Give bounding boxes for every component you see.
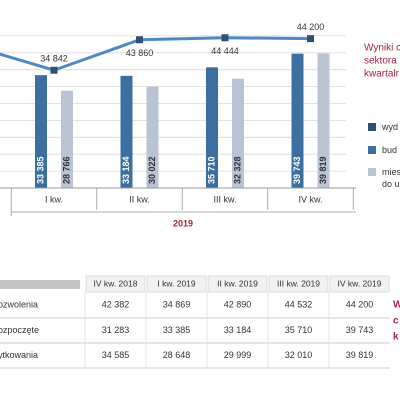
- x-tick-label: III kw.: [213, 194, 236, 204]
- bar-value-label: 39 743: [292, 156, 302, 184]
- line-value-label: 34 842: [40, 54, 68, 64]
- legend-swatch: [368, 146, 376, 154]
- table-cell: 33 385: [163, 325, 191, 335]
- legend-swatch: [368, 123, 376, 131]
- table-header: I kw. 2019: [157, 278, 196, 288]
- legend-label: wyd: [382, 122, 399, 132]
- table-cell: 44 532: [285, 299, 313, 309]
- table-cell: 33 184: [224, 325, 252, 335]
- x-tick-label: IV kw.: [298, 194, 322, 204]
- header-cell: [268, 275, 329, 293]
- side-text: k: [393, 332, 399, 343]
- table-cell: 42 890: [224, 299, 252, 309]
- table-header: IV kw. 2019: [338, 278, 382, 288]
- table-header: III kw. 2019: [277, 278, 320, 288]
- bar-value-label: 33 385: [35, 156, 45, 184]
- bar: [35, 75, 47, 188]
- table-cell: 44 200: [346, 299, 374, 309]
- line-value-label: 44 444: [211, 46, 239, 56]
- header-cell: [85, 275, 146, 293]
- table-cell: 39 743: [346, 325, 374, 335]
- legend-swatch: [368, 168, 376, 176]
- bar-value-label: 32 328: [232, 156, 242, 184]
- bar: [146, 86, 159, 188]
- table-header: IV kw. 2018: [94, 278, 138, 288]
- line-marker: [136, 36, 143, 44]
- table-cell: 32 010: [285, 350, 313, 360]
- table-cell: 34 585: [102, 350, 130, 360]
- legend-title: Wyniki c: [364, 43, 400, 54]
- bar-value-label: 33 184: [121, 156, 131, 184]
- x-tick-label: II kw.: [129, 194, 150, 204]
- table-cell: 35 710: [285, 325, 313, 335]
- row-label: ytkowania: [0, 350, 38, 360]
- bar: [317, 53, 330, 189]
- line-marker: [221, 34, 229, 42]
- side-text: W: [393, 300, 400, 311]
- legend-label: mies do u: [382, 167, 400, 189]
- bar-value-label: 30 022: [147, 156, 157, 184]
- legend-title: sektora c: [364, 56, 400, 67]
- legend-label: bud: [382, 145, 398, 155]
- side-text: c: [393, 316, 399, 327]
- bar: [206, 67, 218, 188]
- line-value-label: 43 860: [126, 48, 154, 58]
- legend-title: kwartalr: [364, 69, 400, 80]
- row-label: ozpoczęte: [0, 325, 39, 335]
- bar-value-label: 39 819: [318, 156, 328, 184]
- table-cell: 42 382: [102, 299, 130, 309]
- table-cell: 29 999: [224, 350, 252, 360]
- header-cell: [329, 275, 390, 293]
- bar: [291, 53, 304, 189]
- x-group-label: 2019: [173, 218, 193, 228]
- header-cell: [146, 275, 207, 293]
- header-cell: [207, 275, 268, 293]
- bar: [120, 75, 133, 188]
- line-marker: [307, 35, 314, 43]
- line-value-label: 44 200: [297, 22, 325, 32]
- bar: [61, 90, 73, 188]
- table-header: II kw. 2019: [217, 278, 258, 288]
- bar-value-label: 28 766: [61, 156, 71, 184]
- line-marker: [50, 66, 58, 74]
- x-tick-label: I kw.: [45, 194, 63, 204]
- bar: [232, 78, 244, 188]
- table-cell: 34 869: [163, 299, 191, 309]
- row-label: ozwolenia: [0, 299, 38, 309]
- bar-value-label: 35 710: [206, 156, 216, 184]
- table-corner: [0, 280, 80, 289]
- table-cell: 31 283: [102, 325, 130, 335]
- table-cell: 39 819: [346, 350, 374, 360]
- table-cell: 28 648: [163, 350, 191, 360]
